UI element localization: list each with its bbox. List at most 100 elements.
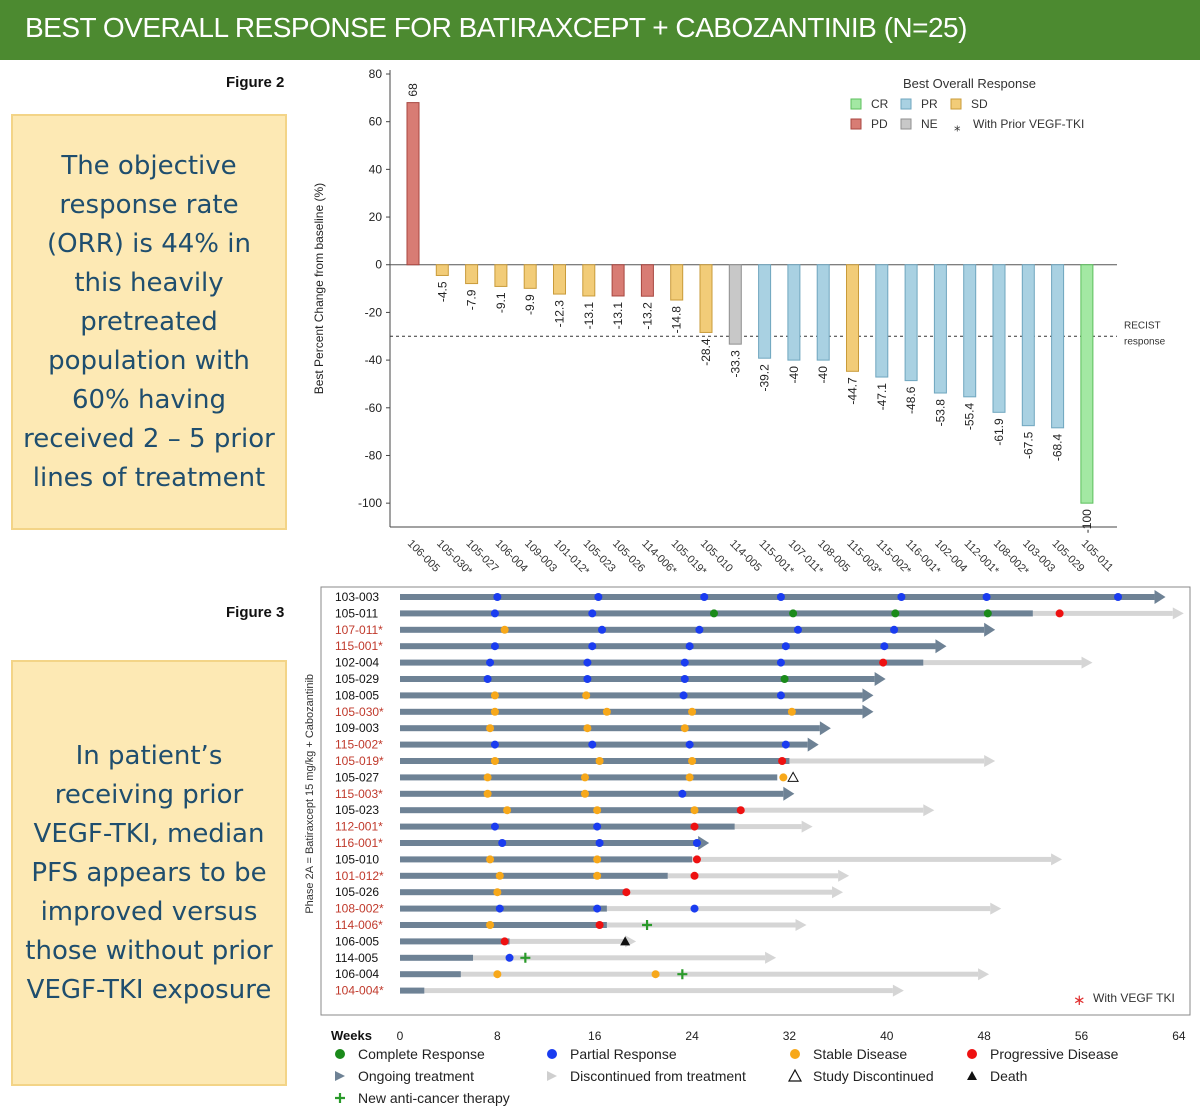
swimmer-y-axis-title: Phase 2A = Batiraxcept 15 mg/kg + Caboza… [304, 674, 316, 914]
patient-id-label: 105-023 [335, 803, 379, 817]
bar [611, 264, 625, 297]
response-dot [897, 593, 906, 601]
response-dot [588, 740, 597, 749]
patient-id-label: 109-003 [335, 721, 379, 735]
bar-value-label: -67.5 [1021, 431, 1035, 459]
response-dot [490, 757, 499, 765]
bar-value-label: -13.2 [640, 302, 654, 330]
x-tick-label: 0 [397, 1029, 404, 1043]
bar-value-label: -4.5 [435, 281, 449, 302]
response-dot [486, 855, 495, 864]
figure2-label: Figure 2 [226, 74, 285, 91]
patient-id-label: 106-005 [335, 934, 379, 948]
response-dot [688, 707, 697, 716]
response-dot [685, 740, 694, 749]
legend-label-study: Study Discontinued [813, 1068, 934, 1084]
y-tick-label: 60 [369, 115, 383, 129]
legend-swatch-ne [900, 118, 912, 130]
bar-value-label: -28.4 [699, 338, 713, 366]
discontinued-arrow [832, 886, 844, 899]
response-dot [780, 675, 789, 683]
bar-value-label: -47.1 [875, 383, 889, 411]
response-dot [678, 789, 687, 798]
response-dot [583, 724, 592, 733]
discontinued-arrow [838, 869, 850, 882]
bar-value-label: -40 [787, 366, 801, 384]
treatment-bar [400, 626, 985, 633]
response-dot [493, 593, 502, 601]
response-dot [583, 675, 592, 683]
bar [1051, 264, 1065, 429]
legend-label-prior-vegf: With Prior VEGF-TKI [973, 117, 1084, 131]
y-tick-label: 0 [375, 258, 382, 272]
legend-swatch-pd [850, 118, 862, 130]
response-dot [709, 609, 718, 618]
response-dot [490, 707, 499, 716]
response-dot [695, 625, 704, 634]
response-dot [490, 642, 499, 651]
legend-swatch-pr [900, 98, 912, 110]
legend-study-discontinued-icon [787, 1068, 803, 1082]
legend-label-ne: NE [921, 117, 938, 131]
response-dot [594, 593, 603, 601]
followup-bar [625, 889, 833, 895]
response-dot [880, 642, 889, 651]
response-dot [593, 904, 602, 913]
legend-swatch-sd [950, 98, 962, 110]
y-tick-label: 80 [369, 67, 383, 81]
patient-id-label: 105-010 [335, 852, 379, 866]
response-dot [495, 904, 504, 913]
treatment-bar [400, 889, 626, 896]
y-tick-label: -40 [365, 353, 383, 367]
bar [787, 264, 801, 361]
response-dot [483, 773, 492, 782]
response-dot [493, 888, 502, 897]
response-dot [983, 609, 992, 618]
response-dot [781, 740, 790, 749]
response-dot [490, 822, 499, 831]
treatment-bar [400, 856, 693, 863]
ongoing-arrow [862, 688, 874, 703]
bar [875, 264, 889, 378]
bar [406, 102, 420, 266]
response-dot [622, 888, 631, 897]
legend-death-icon [967, 1071, 977, 1080]
treatment-bar [400, 807, 741, 814]
bar [465, 264, 479, 285]
ongoing-arrow [862, 704, 874, 719]
discontinued-arrow [795, 919, 807, 931]
ongoing-arrow [819, 721, 831, 736]
study-discontinued-marker [787, 771, 799, 782]
legend-label-discontinued: Discontinued from treatment [570, 1068, 746, 1084]
followup-bar [734, 824, 802, 830]
legend-label-ongoing: Ongoing treatment [358, 1068, 474, 1084]
legend-new-therapy-icon [335, 1093, 345, 1103]
y-axis-title: Best Percent Change from baseline (%) [312, 183, 326, 394]
legend-label-cr: CR [871, 97, 889, 111]
response-dot [982, 593, 991, 601]
response-dot [651, 970, 660, 979]
x-tick-label: 64 [1172, 1029, 1186, 1043]
response-dot [495, 871, 504, 880]
discontinued-arrow [1051, 853, 1063, 866]
response-dot [692, 839, 701, 847]
treatment-bar [400, 643, 936, 650]
y-tick-label: -80 [365, 448, 383, 462]
response-dot [500, 937, 509, 946]
treatment-bar [400, 659, 924, 666]
response-dot [588, 609, 597, 618]
response-dot [685, 773, 694, 782]
response-dot [483, 789, 492, 798]
title-banner: BEST OVERALL RESPONSE FOR BATIRAXCEPT + … [0, 0, 1200, 60]
bar [758, 264, 772, 359]
new-therapy-marker [520, 952, 531, 963]
response-dot [680, 658, 689, 667]
response-dot [890, 625, 899, 634]
followup-bar [509, 938, 626, 944]
vegf-note: With VEGF TKI [1093, 991, 1175, 1005]
discontinued-arrow [765, 951, 777, 964]
patient-id-label: 107-011* [335, 623, 383, 637]
response-dot [593, 806, 602, 815]
followup-bar [424, 988, 893, 994]
bar [640, 264, 654, 297]
